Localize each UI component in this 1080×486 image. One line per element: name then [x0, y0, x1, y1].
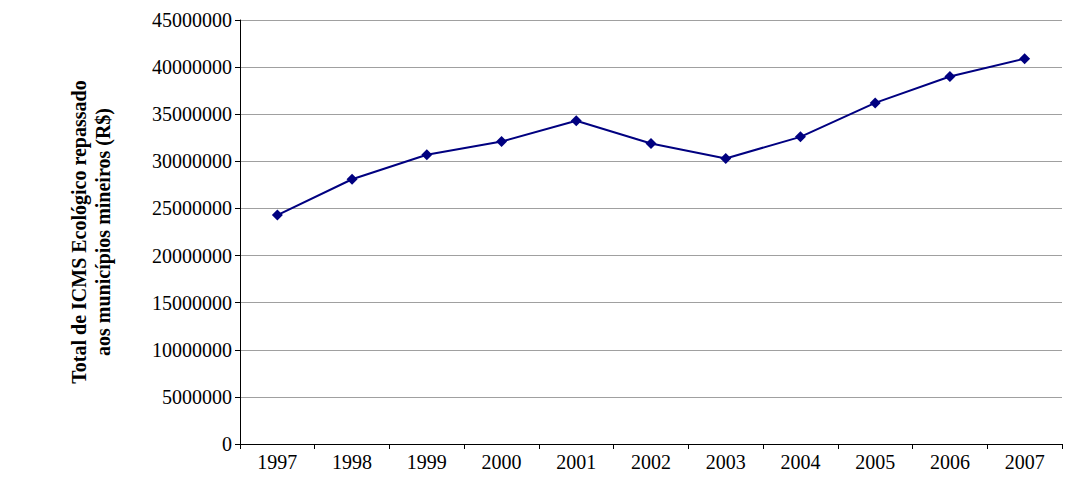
svg-text:45000000: 45000000	[152, 9, 232, 31]
svg-text:30000000: 30000000	[152, 150, 232, 172]
svg-text:10000000: 10000000	[152, 339, 232, 361]
svg-text:2004: 2004	[780, 451, 820, 473]
svg-text:1997: 1997	[257, 451, 297, 473]
svg-text:2007: 2007	[1005, 451, 1045, 473]
svg-text:5000000: 5000000	[162, 386, 232, 408]
svg-text:35000000: 35000000	[152, 103, 232, 125]
svg-text:aos municípios mineiros (R$): aos municípios mineiros (R$)	[92, 108, 115, 356]
svg-text:2002: 2002	[631, 451, 671, 473]
svg-text:2006: 2006	[930, 451, 970, 473]
svg-text:2001: 2001	[556, 451, 596, 473]
svg-text:2000: 2000	[482, 451, 522, 473]
svg-text:1999: 1999	[407, 451, 447, 473]
svg-text:0: 0	[222, 433, 232, 455]
svg-text:20000000: 20000000	[152, 245, 232, 267]
svg-text:Total de ICMS Ecológico repass: Total de ICMS Ecológico repassado	[68, 80, 91, 383]
svg-text:15000000: 15000000	[152, 292, 232, 314]
svg-text:25000000: 25000000	[152, 197, 232, 219]
svg-text:2005: 2005	[855, 451, 895, 473]
svg-text:40000000: 40000000	[152, 56, 232, 78]
svg-text:1998: 1998	[332, 451, 372, 473]
svg-text:2003: 2003	[706, 451, 746, 473]
